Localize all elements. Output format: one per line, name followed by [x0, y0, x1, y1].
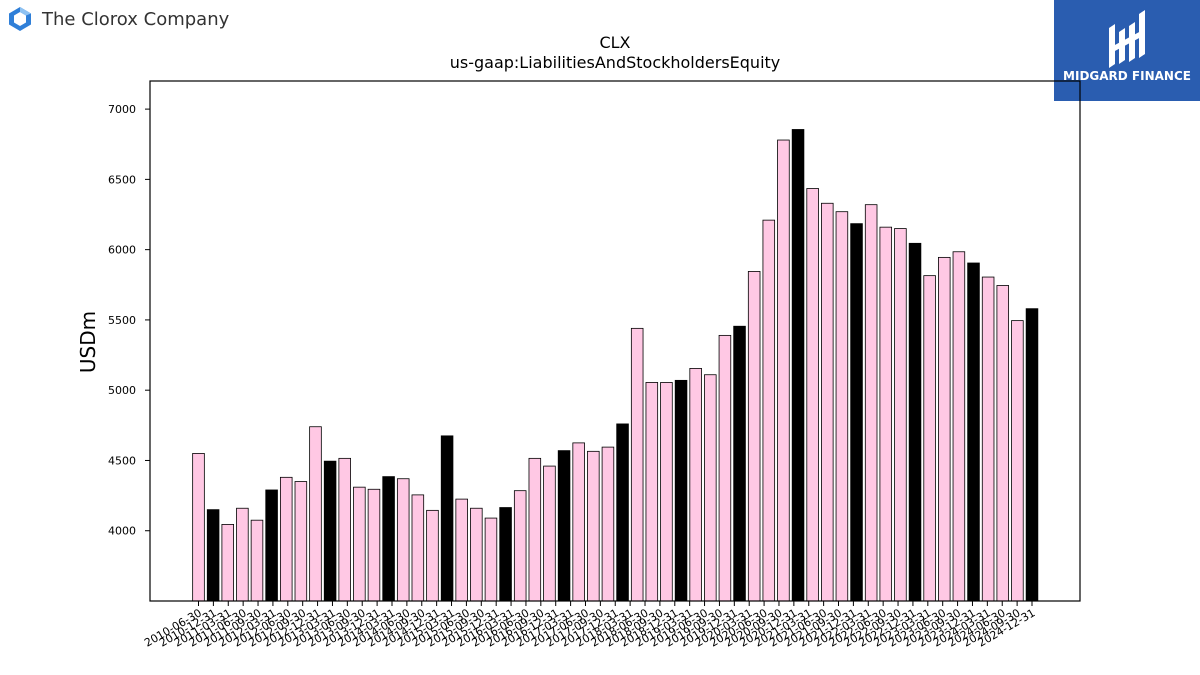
bar-2014-03-31 [411, 494, 425, 602]
bar-2022-09-30 [908, 242, 922, 602]
clorox-logo-icon [9, 7, 31, 31]
bar-2015-09-30 [499, 507, 512, 602]
bar-2020-03-31 [762, 219, 776, 602]
bar-2015-06-30 [484, 517, 498, 602]
bar-2014-06-30 [426, 509, 439, 602]
company-header: The Clorox Company [6, 5, 229, 33]
plot-frame [149, 80, 1081, 602]
bar-2019-12-31 [747, 271, 761, 602]
bar-2011-06-30 [250, 519, 264, 602]
bar-2019-03-31 [704, 374, 717, 602]
y-tick-label: 5500 [108, 314, 136, 327]
bar-2017-09-30 [616, 423, 629, 602]
bar-2010-12-31 [221, 524, 234, 602]
bar-2019-06-30 [718, 334, 732, 602]
bar-2013-06-30 [367, 488, 381, 602]
bar-2020-06-30 [777, 139, 790, 602]
bar-2016-12-31 [572, 442, 585, 602]
bar-2016-09-30 [557, 450, 571, 602]
bar-2018-03-31 [645, 382, 659, 602]
bar-2024-06-30 [1011, 320, 1024, 602]
bar-2014-09-30 [440, 435, 454, 602]
chart-title: CLX [599, 33, 630, 52]
midgard-logo-icon [1109, 10, 1145, 68]
bar-2023-06-30 [952, 251, 966, 602]
bar-2021-09-30 [850, 223, 863, 602]
bar-2019-09-30 [733, 325, 746, 602]
bar-2018-09-30 [674, 379, 688, 602]
bar-2010-06-30 [192, 453, 205, 602]
bar-2011-12-31 [279, 476, 293, 602]
y-tick-label: 4500 [108, 454, 136, 467]
bar-2013-03-31 [353, 486, 366, 602]
y-tick-label: 7000 [108, 103, 136, 116]
bar-2024-03-31 [996, 285, 1010, 602]
bar-2013-12-31 [396, 478, 410, 602]
bar-2022-03-31 [879, 226, 893, 602]
chart-subtitle: us-gaap:LiabilitiesAndStockholdersEquity [450, 53, 781, 72]
bar-2021-12-31 [864, 204, 878, 602]
bar-2023-12-31 [981, 276, 995, 602]
bar-2013-09-30 [382, 476, 395, 602]
y-tick-label: 6500 [108, 173, 136, 186]
bar-2017-12-31 [630, 327, 644, 602]
bar-2015-03-31 [470, 507, 483, 602]
bar-2021-06-30 [835, 211, 849, 602]
bar-2018-06-30 [660, 382, 673, 602]
bar-2024-09-30 [1025, 308, 1039, 602]
brand-name: MIDGARD FINANCE [1063, 69, 1191, 83]
bar-2014-12-31 [455, 498, 468, 602]
bar-2020-09-30 [791, 129, 805, 602]
bar-2021-03-31 [821, 202, 834, 602]
y-axis-label: USDm [76, 311, 100, 373]
bar-2015-12-31 [513, 490, 527, 602]
x-axis: 2010-06-302010-12-312011-03-312011-06-30… [142, 601, 1038, 650]
company-name: The Clorox Company [42, 8, 230, 30]
bar-2017-06-30 [601, 446, 615, 602]
y-tick-label: 5000 [108, 384, 136, 397]
y-tick-label: 4000 [108, 525, 136, 538]
bar-2020-12-31 [806, 188, 819, 602]
bar-2016-06-30 [543, 465, 556, 602]
bars-group [192, 129, 1039, 602]
bar-2016-03-31 [528, 457, 542, 602]
bar-2018-12-31 [689, 368, 702, 602]
bar-2023-03-31 [938, 256, 951, 602]
y-axis: 4000 4500 5000 5500 6000 6500 7000 [108, 103, 150, 538]
bar-2012-03-31 [294, 481, 308, 602]
bar-2011-03-31 [236, 507, 249, 602]
bar-2011-09-30 [265, 489, 278, 602]
bar-2010-09-30 [206, 509, 220, 602]
bar-2023-09-30 [967, 262, 980, 602]
bar-2012-06-30 [309, 426, 322, 602]
bar-2012-12-31 [338, 457, 351, 602]
bar-2017-03-31 [587, 450, 600, 602]
bar-2022-06-30 [894, 228, 907, 602]
bar-2022-12-31 [923, 275, 936, 602]
brand-badge: MIDGARD FINANCE [1054, 0, 1200, 101]
bar-2012-09-30 [323, 460, 337, 602]
y-tick-label: 6000 [108, 244, 136, 257]
